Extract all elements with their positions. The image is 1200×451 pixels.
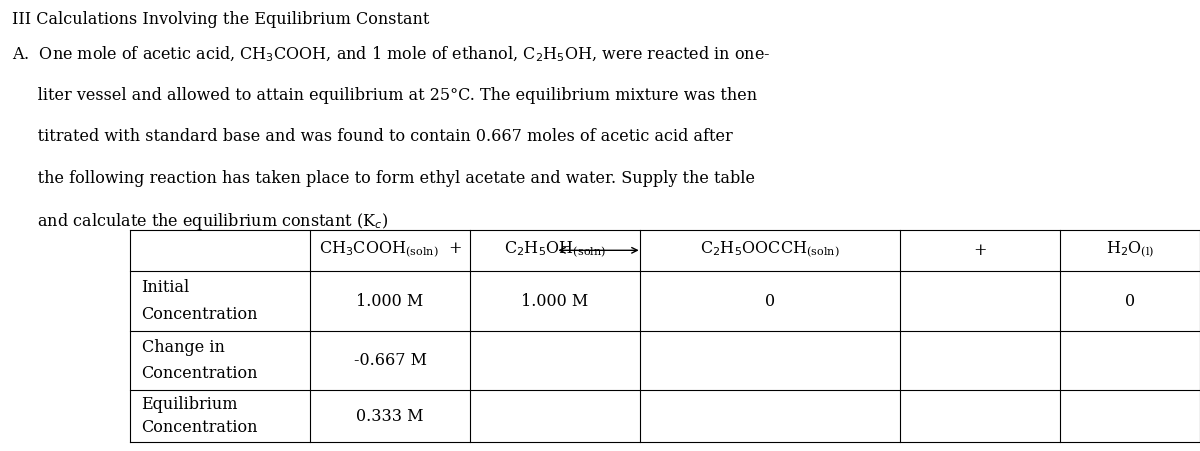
Text: H$_2$O$_{\mathregular{(l)}}$: H$_2$O$_{\mathregular{(l)}}$	[1105, 240, 1154, 260]
Text: and calculate the equilibrium constant (K$_c$): and calculate the equilibrium constant (…	[12, 211, 389, 232]
Text: CH$_3$COOH$_{\mathregular{(soln)}}$  +: CH$_3$COOH$_{\mathregular{(soln)}}$ +	[318, 240, 462, 260]
Text: Change in: Change in	[142, 340, 224, 356]
Text: 1.000 M: 1.000 M	[521, 293, 589, 309]
Text: titrated with standard base and was found to contain 0.667 moles of acetic acid : titrated with standard base and was foun…	[12, 128, 733, 145]
Text: III Calculations Involving the Equilibrium Constant: III Calculations Involving the Equilibri…	[12, 11, 430, 28]
Text: the following reaction has taken place to form ethyl acetate and water. Supply t: the following reaction has taken place t…	[12, 170, 755, 187]
Text: 0.333 M: 0.333 M	[356, 408, 424, 424]
Text: C$_2$H$_5$OOCCH$_{\mathregular{(soln)}}$: C$_2$H$_5$OOCCH$_{\mathregular{(soln)}}$	[700, 240, 840, 260]
Text: +: +	[973, 242, 986, 259]
Text: Initial: Initial	[142, 279, 190, 296]
Text: Concentration: Concentration	[142, 365, 258, 382]
Text: Equilibrium: Equilibrium	[142, 396, 238, 413]
Text: -0.667 M: -0.667 M	[354, 352, 426, 369]
Text: C$_2$H$_5$OH$_{\mathregular{(soln)}}$: C$_2$H$_5$OH$_{\mathregular{(soln)}}$	[504, 240, 606, 260]
Text: Concentration: Concentration	[142, 419, 258, 436]
Text: liter vessel and allowed to attain equilibrium at 25°C. The equilibrium mixture : liter vessel and allowed to attain equil…	[12, 87, 757, 104]
Text: 0: 0	[764, 293, 775, 309]
Text: 0: 0	[1124, 293, 1135, 309]
Text: A.  One mole of acetic acid, CH$_3$COOH, and 1 mole of ethanol, C$_2$H$_5$OH, we: A. One mole of acetic acid, CH$_3$COOH, …	[12, 45, 770, 64]
Text: Concentration: Concentration	[142, 306, 258, 323]
Text: 1.000 M: 1.000 M	[356, 293, 424, 309]
